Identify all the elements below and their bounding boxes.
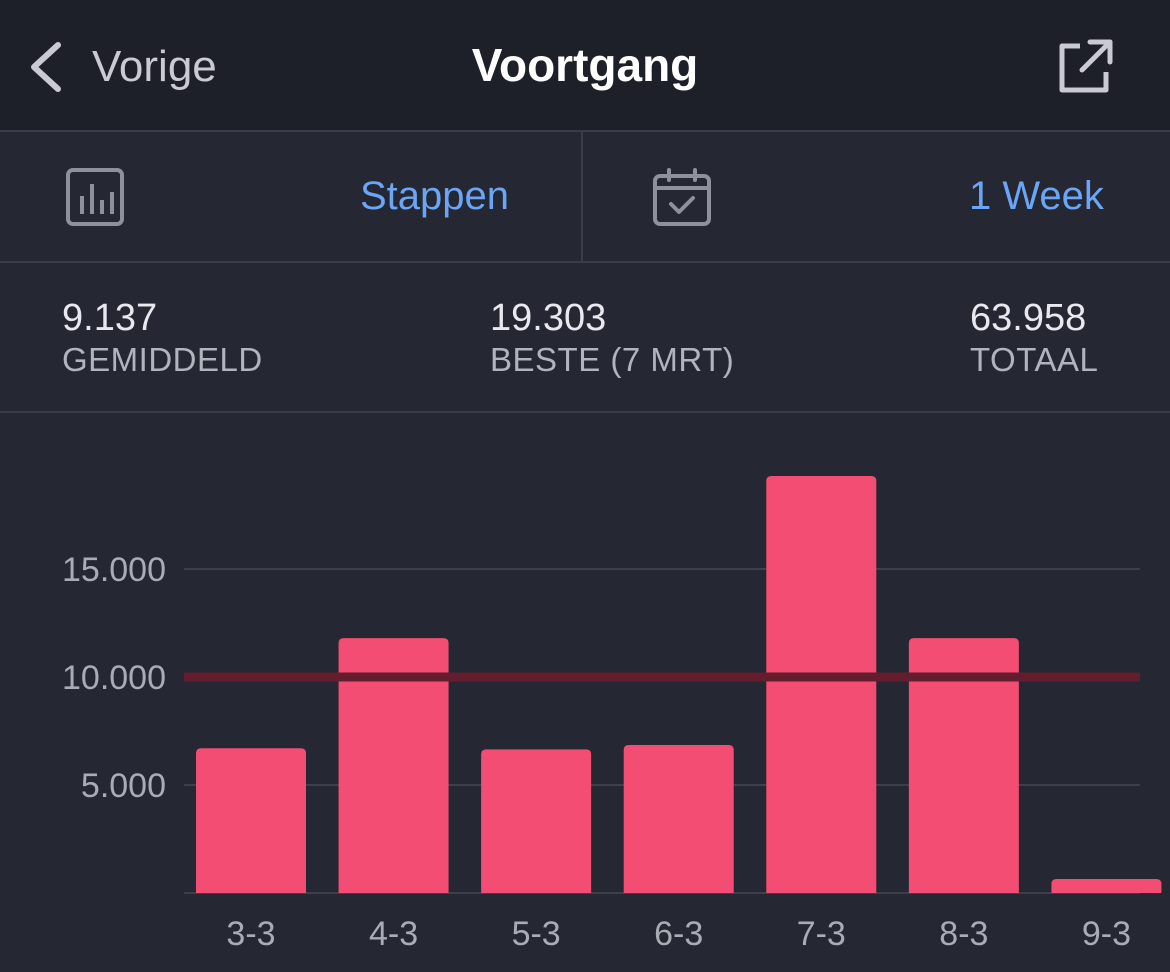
bar bbox=[338, 638, 449, 893]
x-tick-label: 5-3 bbox=[512, 915, 561, 953]
calendar-check-icon bbox=[653, 168, 711, 226]
page-title: Voortgang bbox=[471, 39, 699, 91]
bar bbox=[908, 638, 1019, 893]
bar bbox=[623, 745, 734, 893]
stat-best-label: BESTE (7 MRT) bbox=[490, 341, 735, 378]
back-button[interactable]: Vorige bbox=[26, 32, 217, 102]
bar bbox=[196, 748, 306, 893]
bar-chart-icon bbox=[66, 168, 124, 226]
bar bbox=[481, 749, 592, 893]
bar bbox=[766, 476, 877, 893]
chart-canvas: 5.000 10.000 15.000 3-3 4-3 5-3 6-3 7-3 8-3 9-3 bbox=[62, 476, 1162, 953]
metric-selector[interactable]: Stappen bbox=[0, 132, 583, 261]
x-tick-label: 8-3 bbox=[939, 915, 988, 953]
selector-row: Stappen 1 Week bbox=[0, 132, 1170, 263]
bar bbox=[1051, 878, 1162, 893]
x-tick-label: 7-3 bbox=[797, 915, 846, 953]
period-value: 1 Week bbox=[969, 174, 1104, 218]
period-selector[interactable]: 1 Week bbox=[585, 132, 1168, 261]
steps-bar-chart: 5.000 10.000 15.000 3-3 4-3 5-3 6-3 7-3 8-3 9-3 bbox=[0, 413, 1170, 972]
x-tick-label: 4-3 bbox=[369, 915, 418, 953]
stat-total: 63.958 TOTAAL bbox=[970, 297, 1098, 381]
stat-average-value: 9.137 bbox=[62, 297, 158, 339]
y-tick-label: 10.000 bbox=[62, 659, 166, 697]
share-icon[interactable] bbox=[1054, 36, 1116, 98]
x-tick-label: 6-3 bbox=[654, 915, 703, 953]
navigation-bar: Vorige Voortgang bbox=[0, 0, 1170, 132]
x-tick-label: 9-3 bbox=[1082, 915, 1131, 953]
y-tick-label: 15.000 bbox=[62, 551, 166, 589]
chevron-left-icon bbox=[31, 42, 61, 92]
stat-best: 19.303 BESTE (7 MRT) bbox=[490, 297, 734, 381]
metric-value: Stappen bbox=[360, 174, 510, 218]
stat-total-value: 63.958 bbox=[970, 297, 1087, 339]
stat-total-label: TOTAAL bbox=[970, 341, 1099, 378]
stat-average: 9.137 GEMIDDELD bbox=[62, 297, 263, 381]
back-label: Vorige bbox=[92, 42, 217, 91]
x-tick-label: 3-3 bbox=[226, 915, 275, 953]
stats-row: 9.137 GEMIDDELD 19.303 BESTE (7 MRT) 63.… bbox=[0, 263, 1170, 413]
y-tick-label: 5.000 bbox=[81, 767, 166, 805]
stat-best-value: 19.303 bbox=[490, 297, 607, 339]
stat-average-label: GEMIDDELD bbox=[62, 341, 263, 378]
